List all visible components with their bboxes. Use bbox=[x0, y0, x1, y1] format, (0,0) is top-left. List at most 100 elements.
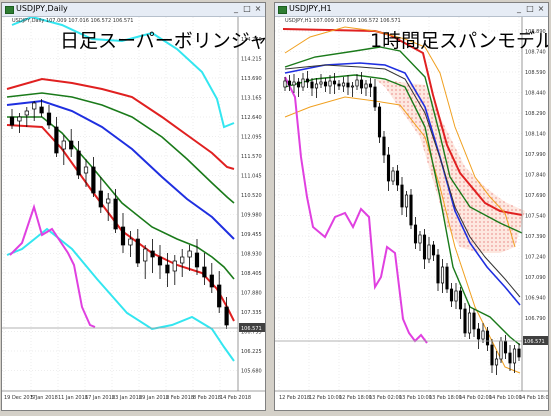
price-tick-label: 110.520 bbox=[241, 193, 262, 199]
candle-body bbox=[458, 290, 463, 310]
candle-body bbox=[391, 170, 395, 182]
candle-body bbox=[328, 80, 332, 87]
candle-body bbox=[413, 224, 418, 244]
price-tick-label: 107.390 bbox=[525, 234, 546, 240]
price-tick-label: 106.795 bbox=[241, 330, 262, 336]
hourly-chart-title: USDJPY,H1 bbox=[289, 4, 332, 13]
hourly-candles bbox=[283, 71, 521, 375]
candle-body bbox=[418, 234, 422, 244]
hourly-chart-window[interactable]: USDJPY,H1 _ □ × 108.890 108.740 108.590 108… bbox=[274, 2, 549, 411]
band-upper-2sigma bbox=[6, 77, 235, 170]
minimize-button[interactable]: _ bbox=[234, 4, 238, 13]
candle-body bbox=[386, 154, 391, 182]
candle-body bbox=[508, 352, 512, 364]
candle-body bbox=[409, 194, 413, 226]
price-tick-label: 111.045 bbox=[241, 174, 262, 180]
candle-body bbox=[24, 110, 29, 116]
candle-body bbox=[209, 274, 214, 288]
maximize-button[interactable]: □ bbox=[243, 4, 251, 13]
candle-body bbox=[98, 190, 103, 208]
close-button[interactable]: × bbox=[254, 4, 262, 13]
candle-body bbox=[499, 340, 503, 360]
candle-body bbox=[305, 78, 310, 83]
candle-body bbox=[503, 340, 508, 354]
band-middle bbox=[6, 99, 235, 240]
current-price-label: 106.571 bbox=[241, 326, 262, 332]
candle-body bbox=[422, 234, 427, 260]
candle-body bbox=[364, 83, 368, 89]
price-tick-label: 109.455 bbox=[241, 232, 262, 238]
price-tick-label: 108.590 bbox=[525, 70, 546, 76]
candle-body bbox=[476, 328, 481, 340]
orange-upper-band bbox=[284, 26, 516, 248]
band-lower-3sigma bbox=[6, 227, 235, 362]
candle-body bbox=[431, 244, 436, 256]
candle-body bbox=[76, 150, 81, 176]
price-tick-label: 108.290 bbox=[525, 111, 546, 117]
date-tick-label: 14 Feb 10:00 bbox=[489, 395, 522, 401]
price-tick-label: 112.640 bbox=[241, 115, 262, 121]
price-tick-label: 108.140 bbox=[525, 132, 546, 138]
date-tick-label: 2 Feb 2018 bbox=[166, 395, 194, 401]
price-tick-label: 107.880 bbox=[241, 291, 262, 297]
candle-body bbox=[355, 79, 359, 87]
candle-body bbox=[341, 82, 346, 87]
band-lower-2sigma bbox=[6, 124, 235, 322]
daily-chart-window[interactable]: USDJPY,Daily _ □ × 114.740 114.215 113.690… bbox=[1, 2, 266, 411]
price-tick-label: 106.225 bbox=[241, 349, 262, 355]
dark-center-line bbox=[284, 64, 521, 298]
candle-body bbox=[436, 254, 440, 284]
candle-body bbox=[382, 136, 386, 156]
date-tick-label: 13 Feb 10:00 bbox=[399, 395, 432, 401]
price-tick-label: 106.940 bbox=[525, 296, 546, 302]
candle-body bbox=[481, 330, 485, 340]
candle-body bbox=[54, 126, 59, 154]
candle-body bbox=[449, 288, 454, 302]
current-price-label: 106.571 bbox=[524, 339, 545, 345]
date-tick-label: 8 Feb 2018 bbox=[193, 395, 221, 401]
price-tick-label: 109.980 bbox=[241, 213, 262, 219]
candle-body bbox=[292, 81, 296, 86]
hourly-chart-canvas[interactable]: 108.890 108.740 108.590 108.440 108.290 108.1… bbox=[275, 17, 548, 410]
date-tick-label: 29 Jan 2018 bbox=[139, 395, 169, 401]
candle-body bbox=[135, 238, 140, 264]
minimize-button[interactable]: _ bbox=[517, 4, 521, 13]
candle-body bbox=[373, 86, 377, 108]
candle-body bbox=[113, 198, 118, 230]
hourly-ohlc-readout: USDJPY,H1 107.009 107.016 106.572 106.57… bbox=[285, 18, 401, 24]
daily-chart-title: USDJPY,Daily bbox=[16, 4, 68, 13]
candle-body bbox=[217, 284, 222, 308]
candle-body bbox=[180, 256, 185, 264]
price-tick-label: 114.215 bbox=[241, 57, 262, 63]
candle-body bbox=[445, 266, 449, 290]
price-tick-label: 107.335 bbox=[241, 310, 262, 316]
date-tick-label: 14 Feb 18:00 bbox=[519, 395, 548, 401]
price-tick-label: 111.570 bbox=[241, 154, 262, 160]
candle-body bbox=[128, 238, 133, 246]
candle-body bbox=[512, 348, 517, 364]
current-price-tag bbox=[239, 323, 265, 332]
candle-body bbox=[404, 194, 409, 208]
hourly-chart-titlebar[interactable]: USDJPY,H1 _ □ × bbox=[275, 3, 548, 17]
price-tick-label: 112.095 bbox=[241, 135, 262, 141]
candle-body bbox=[377, 106, 382, 138]
daily-chart-titlebar[interactable]: USDJPY,Daily _ □ × bbox=[2, 3, 265, 17]
candle-body bbox=[9, 116, 15, 126]
daily-chart-canvas[interactable]: 114.740 114.215 113.690 113.165 112.640 112.0… bbox=[2, 17, 265, 410]
green-upper-band bbox=[284, 46, 523, 234]
candle-body bbox=[463, 308, 467, 334]
candle-body bbox=[359, 79, 364, 89]
close-button[interactable]: × bbox=[537, 4, 545, 13]
hourly-price-ticks: 108.890 108.740 108.590 108.440 108.290 108.1… bbox=[525, 29, 546, 343]
candle-body bbox=[106, 198, 111, 204]
chart-window-icon bbox=[278, 6, 287, 14]
candle-body bbox=[46, 112, 52, 126]
candle-body bbox=[440, 266, 445, 284]
span-model-cloud bbox=[375, 79, 525, 253]
date-tick-label: 13 Feb 02:00 bbox=[369, 395, 402, 401]
candle-body bbox=[157, 256, 163, 266]
candle-body bbox=[202, 266, 207, 278]
maximize-button[interactable]: □ bbox=[526, 4, 534, 13]
date-tick-label: 23 Jan 2018 bbox=[112, 395, 142, 401]
candle-body bbox=[150, 250, 155, 258]
